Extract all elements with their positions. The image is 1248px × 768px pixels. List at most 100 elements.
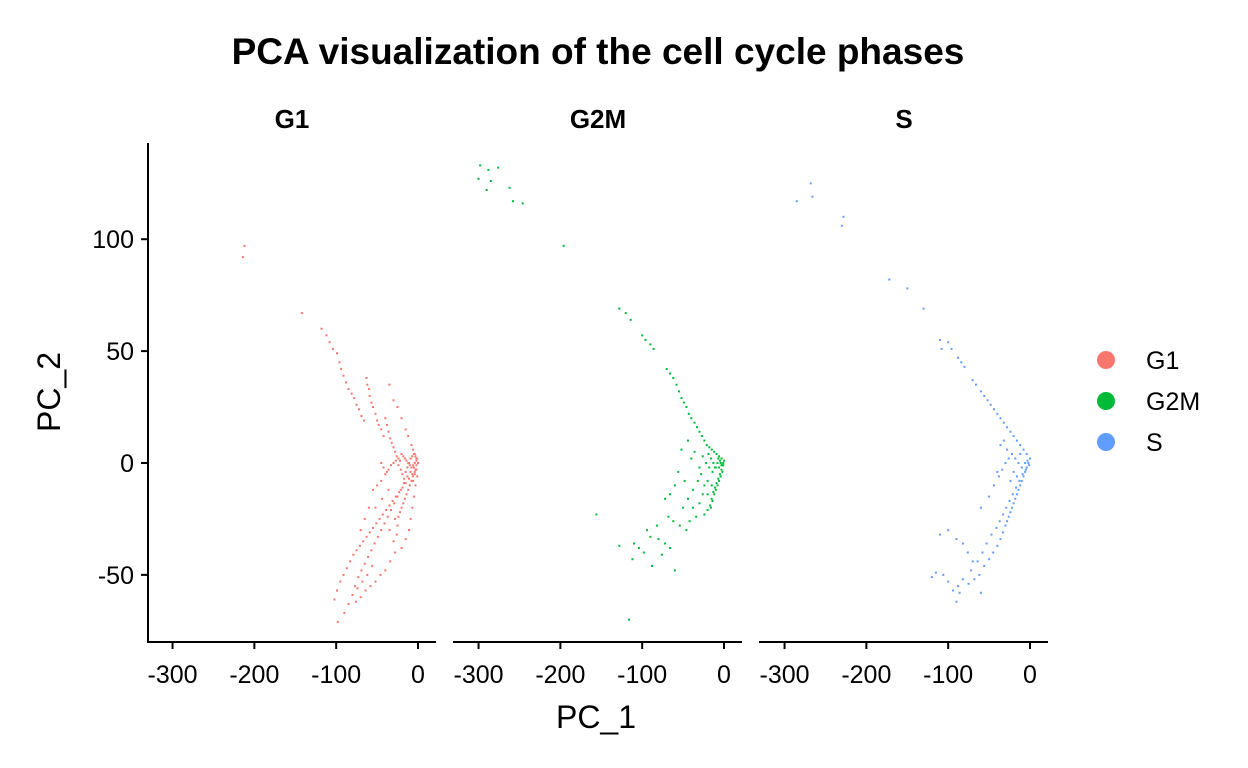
data-point [511,200,514,203]
data-point [1019,444,1022,447]
data-point [402,455,405,458]
data-point [403,482,406,485]
data-point [840,224,843,227]
data-point [718,479,721,482]
data-point [369,585,372,588]
data-point [1002,439,1005,442]
data-point [711,470,714,473]
data-point [300,312,303,315]
data-point [952,589,955,592]
data-point [1024,470,1027,473]
data-point [398,491,401,494]
data-point [413,462,416,464]
data-point [665,368,668,370]
data-point [338,361,341,364]
legend: G1 G2M S [1097,347,1200,457]
data-point [358,544,361,547]
data-point [357,576,360,579]
data-point [720,468,723,471]
data-point [365,535,368,538]
data-point [795,200,798,203]
x-tick-label: -300 [760,661,810,689]
data-point [365,377,368,379]
data-point [680,448,683,451]
data-point [399,488,402,491]
data-point [698,430,701,433]
data-point [721,470,724,473]
data-point [394,495,397,498]
data-point [395,533,398,536]
data-point [988,495,991,498]
data-point [682,506,685,509]
data-point [718,455,721,458]
data-point [396,495,399,498]
data-point [685,529,688,532]
data-point [947,341,950,344]
data-point [368,394,371,397]
data-point [960,361,963,364]
data-point [976,560,979,563]
data-point [672,377,675,379]
data-point [957,585,959,588]
data-point [355,549,358,552]
data-point [345,567,348,570]
data-point [497,166,500,169]
data-point [723,459,725,462]
data-point [719,462,722,464]
data-point [333,598,336,601]
facet-label: S [895,104,912,134]
data-point [667,515,670,518]
data-point [487,168,490,171]
data-point [710,448,713,451]
data-point [669,372,671,375]
data-point [618,307,621,310]
data-point [963,365,966,368]
data-point [360,415,363,417]
data-point [489,180,492,182]
data-point [1011,493,1014,496]
data-point [390,464,392,467]
data-point [624,312,627,315]
data-point [942,573,945,576]
data-point [1024,462,1027,464]
data-point [381,513,384,516]
data-point [664,542,667,545]
data-point [722,462,725,464]
data-point [711,500,714,502]
data-point [1002,421,1005,424]
data-point [715,482,718,485]
data-point [392,540,395,543]
data-point [707,453,710,455]
facet-g1: G1 -300 -200 -100 0 [147,104,436,689]
data-point [412,464,415,467]
data-point [391,500,394,502]
data-point [355,403,358,406]
data-point [331,347,334,350]
data-point [1015,493,1018,496]
data-point [367,556,370,558]
x-tick-label: -100 [311,661,361,689]
data-point [396,524,399,527]
data-point [979,591,982,594]
data-point [409,457,412,460]
data-point [370,549,373,552]
data-point [1019,484,1022,487]
data-point [939,338,941,341]
data-point [716,462,719,464]
x-tick-label: -200 [841,661,891,689]
y-tick-label: -50 [98,562,134,590]
data-point [351,594,354,596]
data-point [372,488,374,491]
data-point [387,488,390,491]
data-point [995,526,998,529]
data-point [380,428,383,431]
data-point [811,195,814,198]
data-point [412,479,415,482]
data-point [367,506,370,509]
data-point [241,256,244,259]
data-point [343,611,346,614]
data-point [646,529,649,532]
data-point [1004,524,1007,527]
data-point [690,417,693,420]
